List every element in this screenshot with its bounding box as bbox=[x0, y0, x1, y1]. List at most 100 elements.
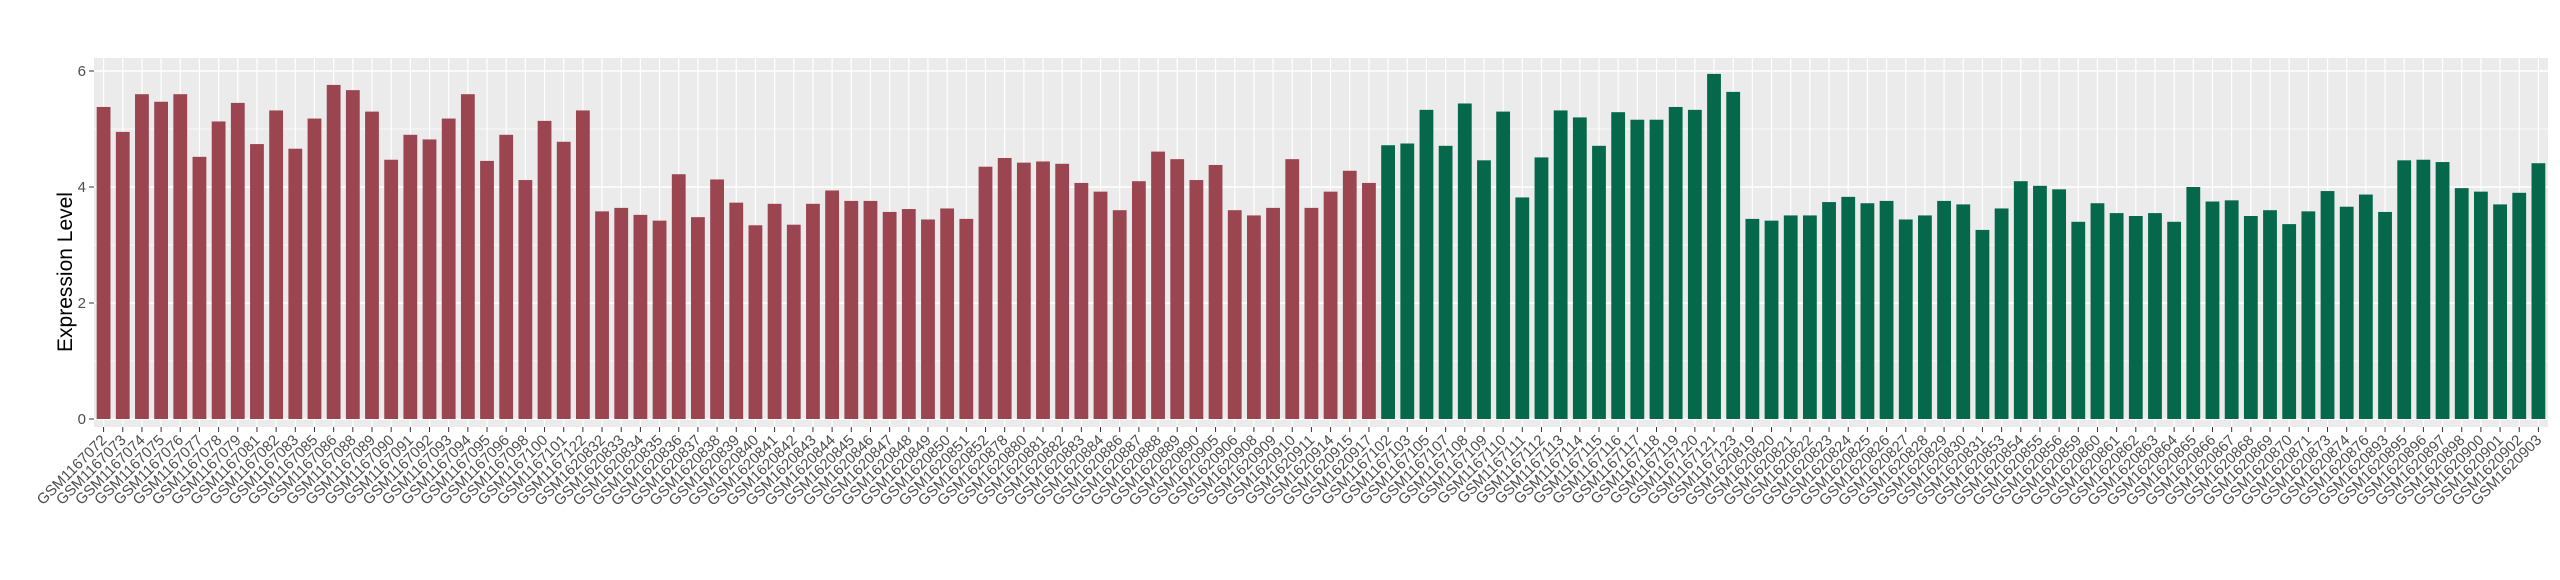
bar-GSM1620821 bbox=[1783, 215, 1798, 419]
bar-GSM1167103 bbox=[1400, 143, 1415, 419]
bar-GSM1620824 bbox=[1841, 196, 1856, 419]
bar-GSM1167079 bbox=[230, 102, 245, 420]
bar-GSM1167115 bbox=[1592, 145, 1606, 419]
bar-GSM1167072 bbox=[96, 106, 111, 420]
bar-GSM1620845 bbox=[844, 200, 859, 419]
bar-GSM1620900 bbox=[2473, 191, 2488, 419]
bar-GSM1167118 bbox=[1649, 119, 1664, 419]
bar-GSM1620863 bbox=[2148, 213, 2162, 419]
bar-GSM1620869 bbox=[2263, 210, 2277, 419]
bar-GSM1167101 bbox=[556, 141, 571, 419]
bar-GSM1620848 bbox=[901, 209, 916, 419]
bar-GSM1620871 bbox=[2301, 211, 2316, 419]
bar-GSM1620870 bbox=[2282, 224, 2297, 419]
bar-GSM1620884 bbox=[1093, 191, 1108, 419]
bar-GSM1620829 bbox=[1937, 200, 1951, 419]
bar-GSM1620903 bbox=[2531, 163, 2546, 419]
bar-GSM1620844 bbox=[825, 190, 840, 419]
bar-GSM1620876 bbox=[2358, 194, 2373, 419]
bar-GSM1167088 bbox=[345, 90, 360, 419]
bar-GSM1620825 bbox=[1860, 203, 1875, 419]
bar-GSM1167123 bbox=[1726, 91, 1741, 419]
bar-GSM1167100 bbox=[537, 120, 552, 419]
bar-GSM1620898 bbox=[2454, 188, 2469, 419]
bar-GSM1620906 bbox=[1227, 210, 1242, 419]
bar-GSM1620836 bbox=[671, 174, 686, 419]
bar-GSM1620860 bbox=[2090, 203, 2105, 419]
y-tick-label: 0 bbox=[78, 411, 86, 428]
y-tick-label: 2 bbox=[78, 295, 86, 312]
bar-GSM1620881 bbox=[1036, 161, 1050, 420]
bar-GSM1620849 bbox=[921, 219, 935, 419]
bar-GSM1620859 bbox=[2071, 221, 2086, 419]
bar-GSM1620890 bbox=[1189, 180, 1204, 419]
bar-GSM1620827 bbox=[1898, 219, 1913, 419]
bar-GSM1620852 bbox=[978, 166, 993, 419]
bar-GSM1167102 bbox=[1381, 145, 1396, 420]
bar-GSM1167114 bbox=[1572, 117, 1587, 420]
bar-GSM1620886 bbox=[1112, 210, 1127, 419]
bar-GSM1167081 bbox=[250, 144, 264, 419]
bar-GSM1620841 bbox=[767, 203, 782, 419]
bar-GSM1620850 bbox=[940, 208, 955, 419]
bar-GSM1620851 bbox=[959, 218, 974, 419]
bar-GSM1620833 bbox=[614, 207, 629, 419]
bar-GSM1167085 bbox=[307, 118, 322, 419]
bar-GSM1167091 bbox=[403, 134, 418, 420]
bar-GSM1620837 bbox=[691, 217, 705, 419]
bar-GSM1620887 bbox=[1131, 181, 1146, 419]
bar-GSM1620880 bbox=[1016, 162, 1031, 419]
bar-GSM1620888 bbox=[1151, 151, 1165, 419]
bar-GSM1620874 bbox=[2339, 206, 2354, 419]
bar-GSM1620905 bbox=[1208, 164, 1223, 419]
bar-GSM1620830 bbox=[1956, 204, 1971, 419]
bar-GSM1167111 bbox=[1515, 197, 1530, 419]
bar-GSM1620819 bbox=[1745, 218, 1760, 419]
bar-GSM1167083 bbox=[288, 148, 303, 419]
y-tick-label: 6 bbox=[78, 63, 86, 80]
bar-GSM1620917 bbox=[1362, 182, 1376, 419]
bar-GSM1620878 bbox=[997, 158, 1012, 419]
bar-GSM1620822 bbox=[1802, 215, 1817, 419]
y-axis: 0 2 4 6 bbox=[78, 63, 94, 428]
bar-GSM1620896 bbox=[2416, 159, 2431, 420]
bar-GSM1620838 bbox=[710, 179, 724, 419]
bar-GSM1620867 bbox=[2224, 200, 2239, 419]
bar-GSM1167113 bbox=[1553, 110, 1568, 419]
bar-GSM1167105 bbox=[1419, 109, 1434, 420]
bar-GSM1167076 bbox=[173, 94, 188, 419]
bar-GSM1167074 bbox=[135, 94, 149, 419]
bar-GSM1620839 bbox=[729, 202, 744, 419]
bar-GSM1620840 bbox=[748, 225, 763, 419]
bar-GSM1167095 bbox=[480, 160, 494, 419]
bar-GSM1620843 bbox=[806, 203, 820, 419]
bar-GSM1620873 bbox=[2320, 191, 2335, 419]
bar-GSM1167098 bbox=[518, 180, 533, 419]
bar-GSM1620861 bbox=[2109, 213, 2124, 419]
bar-GSM1620864 bbox=[2167, 221, 2182, 419]
bar-GSM1167096 bbox=[499, 134, 514, 420]
bar-GSM1167094 bbox=[460, 94, 475, 419]
bar-GSM1620835 bbox=[652, 220, 667, 419]
bar-GSM1620909 bbox=[1266, 207, 1280, 419]
bar-GSM1620915 bbox=[1342, 170, 1357, 419]
bar-GSM1167090 bbox=[384, 159, 399, 420]
bar-GSM1620908 bbox=[1246, 215, 1261, 419]
bar-GSM1620832 bbox=[595, 211, 609, 419]
bar-GSM1167073 bbox=[115, 131, 130, 419]
bar-GSM1620855 bbox=[2033, 185, 2047, 419]
bar-GSM1620826 bbox=[1879, 200, 1894, 419]
x-axis: GSM1167072GSM1167073GSM1167074GSM1167075… bbox=[34, 427, 2545, 509]
bar-GSM1167116 bbox=[1611, 112, 1626, 420]
bar-GSM1620882 bbox=[1055, 163, 1070, 419]
bar-GSM1620820 bbox=[1764, 220, 1779, 419]
bar-GSM1167092 bbox=[422, 139, 437, 419]
bar-GSM1620846 bbox=[863, 200, 878, 419]
bars-group bbox=[96, 73, 2546, 420]
bar-GSM1620834 bbox=[633, 214, 648, 419]
bar-GSM1620914 bbox=[1323, 191, 1338, 419]
y-axis-title: Expression Level bbox=[54, 192, 77, 352]
bar-GSM1620889 bbox=[1170, 159, 1185, 419]
bar-GSM1167122 bbox=[575, 110, 590, 419]
bar-GSM1620866 bbox=[2205, 201, 2220, 419]
